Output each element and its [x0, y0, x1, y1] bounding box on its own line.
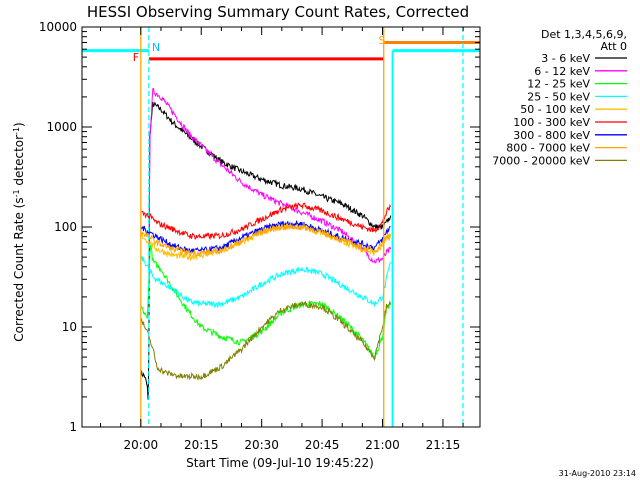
series-line-7 [140, 222, 392, 257]
x-tick-label: 20:15 [184, 438, 219, 452]
x-tick-label: 21:15 [426, 438, 461, 452]
y-tick-label: 1 [69, 420, 77, 434]
series-line-0 [140, 101, 392, 400]
y-tick-label: 10 [62, 320, 77, 334]
legend-label-1: 6 - 12 keV [534, 65, 590, 78]
y-label-sup-2: -1 [12, 127, 21, 135]
y-label-part-2: detector [12, 135, 26, 190]
chart-title: HESSI Observing Summary Count Rates, Cor… [87, 3, 469, 21]
flag-layer: NF S [82, 27, 480, 427]
y-label-sup-1: -1 [12, 189, 21, 197]
flag-label-f: F [133, 51, 139, 64]
y-label-part-1: Corrected Count Rate (s [12, 197, 26, 341]
legend-label-3: 25 - 50 keV [527, 90, 590, 103]
plot-area [140, 88, 392, 400]
legend-label-2: 12 - 25 keV [527, 78, 590, 91]
series-line-4 [140, 222, 391, 262]
legend-label-5: 100 - 300 keV [513, 116, 590, 129]
series-line-3 [140, 254, 392, 309]
legend-label-4: 50 - 100 keV [520, 103, 590, 116]
y-tick-label: 1000 [46, 120, 77, 134]
x-axis-label: Start Time (09-Jul-10 19:45:22) [186, 456, 374, 470]
y-label-part-3: ) [12, 122, 26, 127]
x-axis-ticks: 20:00 20:15 20:30 20:45 21:00 21:15 [100, 27, 464, 452]
y-tick-label: 100 [54, 220, 77, 234]
x-tick-label: 21:00 [365, 438, 400, 452]
y-tick-label: 10000 [39, 20, 77, 34]
series-line-2 [140, 245, 391, 360]
legend-label-8: 7000 - 20000 keV [492, 154, 590, 167]
series-line-1 [148, 88, 392, 264]
x-tick-label: 20:00 [124, 438, 159, 452]
flag-label-s: S [378, 34, 385, 47]
legend-header-1: Det 1,3,4,5,6,9, [541, 28, 627, 41]
x-tick-label: 20:45 [305, 438, 340, 452]
legend-label-6: 300 - 800 keV [513, 129, 590, 142]
x-tick-label: 20:30 [244, 438, 279, 452]
timestamp: 31-Aug-2010 23:14 [559, 469, 636, 478]
legend-label-7: 800 - 7000 keV [506, 142, 590, 155]
legend-header-2: Att 0 [601, 40, 627, 53]
y-axis-label: Corrected Count Rate (s-1 detector-1) [12, 122, 27, 341]
series-line-5 [140, 202, 392, 241]
series-line-8 [140, 300, 392, 381]
legend-label-0: 3 - 6 keV [541, 52, 590, 65]
flag-label-n: N [152, 41, 160, 54]
y-axis-ticks: 1 10 100 1000 10000 [39, 20, 480, 434]
